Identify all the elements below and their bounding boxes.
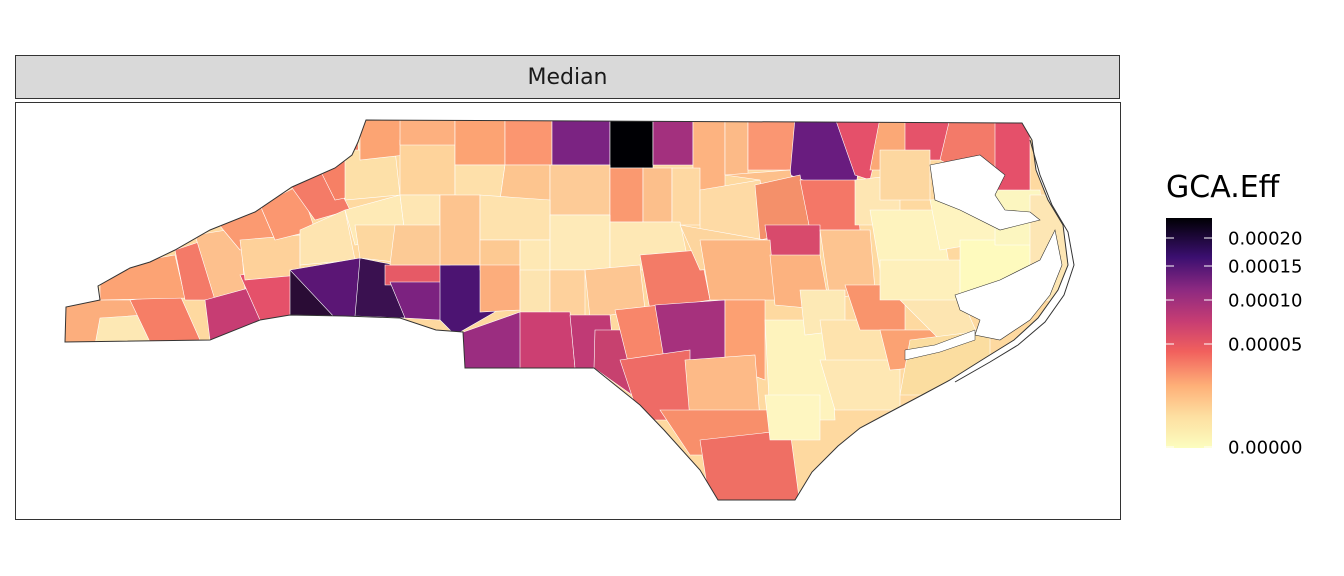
- county-cabarrus: [479, 264, 521, 313]
- county-alamance: [609, 167, 644, 223]
- county-brunswick: [699, 429, 801, 500]
- county-davie: [479, 194, 551, 241]
- neuse-river: [904, 329, 976, 361]
- county-watauga: [399, 139, 456, 196]
- county-surry: [454, 120, 506, 166]
- facet-label: Median: [527, 64, 608, 90]
- county-anson: [519, 311, 576, 369]
- county-vance: [724, 120, 749, 176]
- county-robeson: [619, 349, 691, 421]
- county-stokes: [504, 120, 553, 166]
- county-johnston: [699, 239, 776, 301]
- legend-colorbar: [1166, 218, 1212, 448]
- county-orange: [642, 167, 673, 223]
- county-randolph: [549, 214, 611, 271]
- county-rockingham: [551, 120, 611, 166]
- county-stanly: [519, 269, 551, 319]
- legend-tick-label: 0.00015: [1228, 256, 1303, 278]
- county-durham: [671, 167, 701, 226]
- county-new-hanover: [764, 394, 821, 441]
- county-halifax: [799, 179, 861, 231]
- county-alleghany: [399, 120, 456, 146]
- county-carteret: [899, 329, 991, 396]
- county-person: [652, 120, 694, 166]
- county-chowan: [879, 149, 931, 201]
- county-beaufort: [879, 259, 961, 301]
- county-montgomery: [549, 269, 586, 319]
- legend-title: GCA.Eff: [1166, 170, 1280, 205]
- legend-tick-label: 0.00005: [1228, 334, 1303, 356]
- legend-tick-label: 0.00020: [1228, 228, 1303, 250]
- county-caswell: [609, 120, 654, 169]
- water-bodies: [904, 154, 1063, 361]
- state-outline: [64, 119, 1069, 501]
- facet-strip: Median: [15, 55, 1120, 99]
- outer-banks-outline: [954, 139, 1075, 383]
- legend-tick-label: 0.00010: [1228, 290, 1303, 312]
- county-guilford: [549, 164, 611, 216]
- counties-layer: [65, 120, 1068, 500]
- county-alexander: [439, 194, 481, 266]
- albemarle-sound: [929, 154, 1041, 231]
- legend-tick-label: 0.00000: [1228, 437, 1303, 459]
- pamlico-sound: [954, 229, 1063, 341]
- county-warren: [747, 120, 796, 171]
- county-edgecombe: [764, 224, 821, 259]
